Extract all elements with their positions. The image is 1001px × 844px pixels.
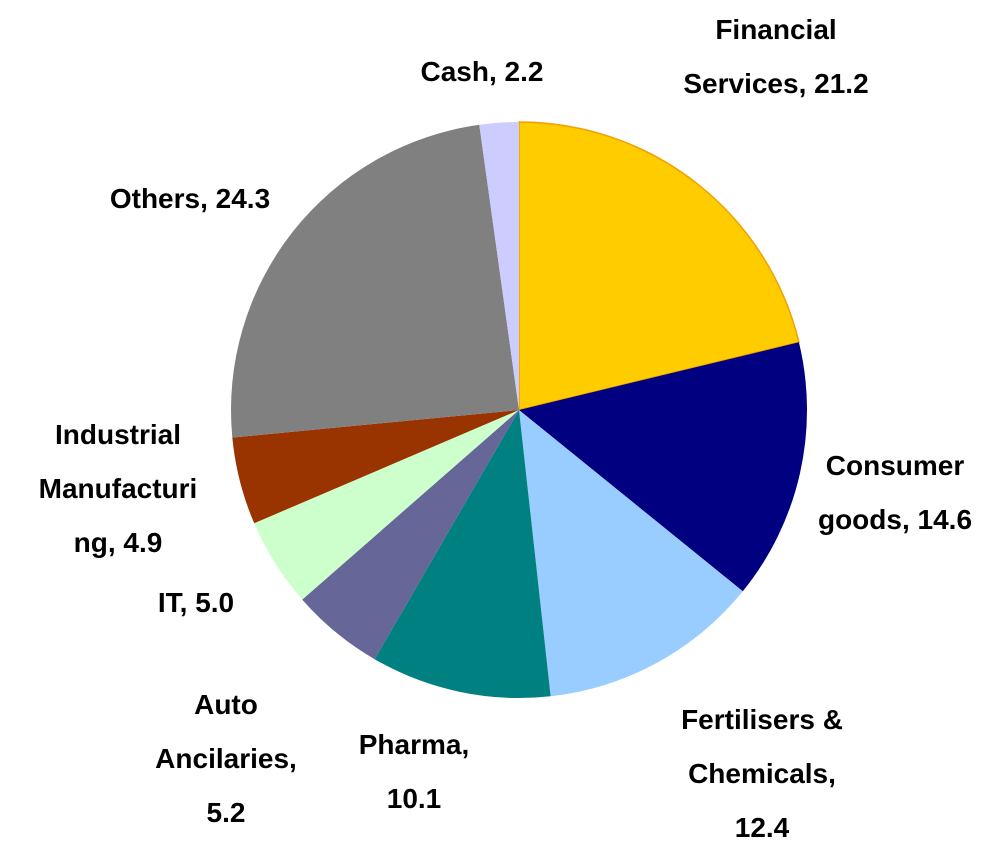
data-label: Fertilisers & Chemicals, 12.4 — [662, 693, 862, 844]
pie-slice — [519, 342, 808, 592]
pie-slice — [479, 122, 519, 410]
category-label: Auto Ancilaries, — [155, 689, 297, 774]
category-label: Industrial Manufacturing, — [38, 419, 198, 558]
data-label: IT, 5.0 — [136, 576, 256, 630]
category-label: Fertilisers & Chemicals, — [681, 704, 843, 789]
value-label: 5.2 — [206, 797, 246, 828]
pie-slice — [374, 410, 551, 698]
data-label: Others, 24.3 — [75, 172, 305, 226]
value-label: 24.3 — [215, 183, 271, 214]
category-label: Pharma, — [358, 729, 470, 760]
pie-slice — [231, 124, 520, 438]
category-label: Consumer goods, — [817, 450, 965, 535]
value-label: 12.4 — [734, 812, 790, 843]
category-label: Cash, — [420, 56, 497, 87]
value-label: 10.1 — [386, 783, 442, 814]
data-label: Industrial Manufacturing, 4.9 — [33, 408, 203, 570]
pie-slice — [302, 410, 519, 660]
data-label: Auto Ancilaries, 5.2 — [151, 678, 301, 840]
value-label: 2.2 — [504, 56, 544, 87]
data-label: Pharma, 10.1 — [349, 718, 479, 826]
pie-slice — [232, 410, 519, 524]
pie-slice — [519, 410, 743, 697]
value-label: 14.6 — [917, 504, 973, 535]
value-label: 4.9 — [123, 527, 163, 558]
data-label: Financial Services, 21.2 — [681, 3, 871, 111]
pie-slice — [254, 410, 519, 600]
value-label: 21.2 — [814, 68, 869, 99]
data-label: Cash, 2.2 — [402, 45, 562, 99]
data-label: Consumer goods, 14.6 — [810, 439, 980, 547]
category-label: IT, — [157, 587, 188, 618]
category-label: Financial Services, — [683, 14, 837, 99]
value-label: 5.0 — [195, 587, 235, 618]
pie-slice — [518, 121, 800, 411]
category-label: Others, — [109, 183, 208, 214]
